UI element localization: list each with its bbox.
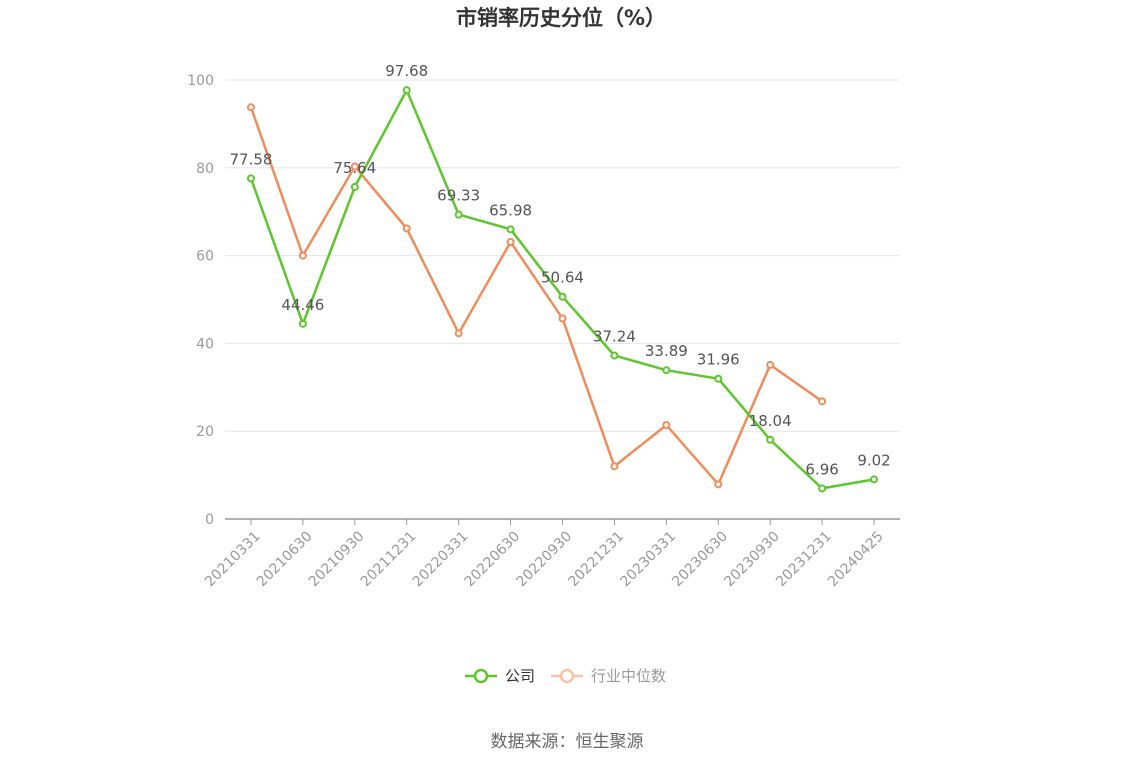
data-point[interactable] [662,421,671,430]
data-point[interactable] [350,182,359,191]
x-tick-label: 20230331 [617,528,679,590]
x-tick-label: 20230630 [669,528,731,590]
data-label: 33.89 [645,342,688,360]
data-label: 31.96 [697,351,740,369]
data-label: 9.02 [857,451,890,469]
data-label: 50.64 [541,269,584,287]
data-label: 6.96 [805,460,838,478]
x-tick-label: 20220630 [462,528,524,590]
y-axis: 0 20 40 60 80 100 [187,73,214,528]
data-point[interactable] [506,225,515,234]
x-tick-label: 20221231 [565,528,627,590]
data-label: 77.58 [229,150,272,168]
x-tick-label: 20240425 [825,528,887,590]
y-tick-label: 40 [196,336,214,352]
data-labels: 77.58 44.46 75.64 97.68 69.33 65.98 50.64 37.24… [229,62,890,478]
y-tick-label: 20 [196,424,214,440]
data-point[interactable] [246,103,255,112]
y-tick-label: 60 [196,249,214,265]
data-point[interactable] [454,329,463,338]
x-axis: 2021033120210630202109302021123120220331… [202,518,900,590]
data-point[interactable] [610,351,619,360]
y-tick-label: 0 [205,512,214,528]
data-label: 69.33 [437,187,480,205]
data-point[interactable] [246,174,255,183]
data-point[interactable] [610,462,619,471]
legend-label[interactable]: 行业中位数 [591,667,666,685]
data-point[interactable] [402,224,411,233]
legend-marker [473,668,489,684]
grid [225,79,900,432]
series-line [249,106,823,486]
x-tick-label: 20220930 [514,528,576,590]
data-label: 37.24 [593,328,636,346]
data-point[interactable] [766,360,775,369]
series-group [246,86,879,493]
data-point[interactable] [298,251,307,260]
data-point[interactable] [714,374,723,383]
legend-label[interactable]: 公司 [505,667,535,685]
data-point[interactable] [766,435,775,444]
data-label: 18.04 [749,412,792,430]
data-label: 65.98 [489,201,532,219]
data-label: 75.64 [333,159,376,177]
x-tick-label: 20210331 [202,528,264,590]
legend[interactable]: 公司 行业中位数 [465,667,666,685]
data-point[interactable] [454,210,463,219]
x-tick-label: 20220331 [410,528,472,590]
x-tick-label: 20230930 [721,528,783,590]
data-point[interactable] [818,484,827,493]
data-point[interactable] [402,86,411,95]
data-point[interactable] [506,237,515,246]
x-tick-label: 20231231 [773,528,835,590]
data-point[interactable] [558,314,567,323]
data-point[interactable] [870,475,879,484]
chart-title: 市销率历史分位（%） [456,6,666,30]
x-tick-label: 20211231 [358,528,420,590]
data-point[interactable] [350,162,359,171]
data-point[interactable] [662,366,671,375]
data-point[interactable] [298,319,307,328]
y-tick-label: 100 [187,73,214,89]
data-label: 97.68 [385,62,428,80]
source-note: 数据来源：恒生聚源 [491,732,644,752]
y-tick-label: 80 [196,161,214,177]
data-point[interactable] [558,292,567,301]
data-point[interactable] [818,397,827,406]
data-label: 44.46 [281,296,324,314]
x-tick-label: 20210930 [306,528,368,590]
x-tick-label: 20210630 [254,528,316,590]
legend-marker [559,668,575,684]
data-point[interactable] [714,480,723,489]
